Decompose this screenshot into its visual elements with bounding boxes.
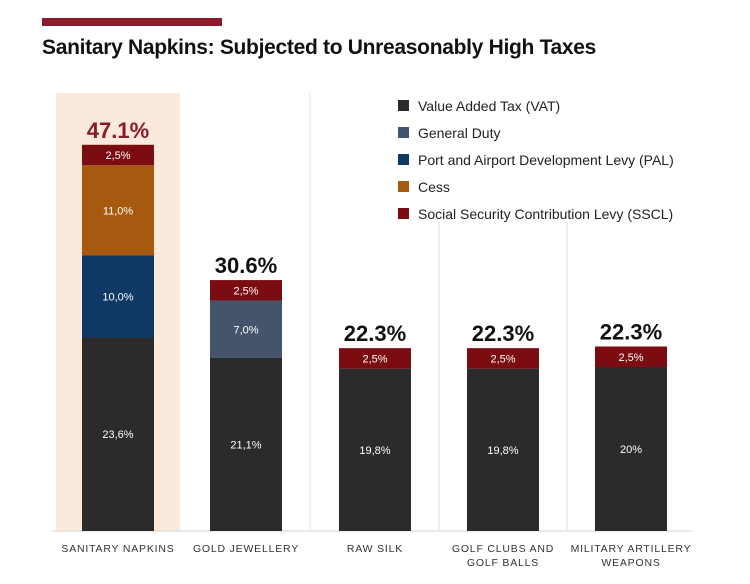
bar-segment-social-security-contribution-levy — [82, 144, 154, 166]
bar-segment-value-added-tax — [82, 337, 154, 531]
legend-swatch-vat — [398, 100, 409, 111]
bar-segment-social-security-contribution-levy — [467, 348, 539, 369]
bar-segment-value-added-tax — [467, 368, 539, 531]
bar-total-label: 22.3% — [600, 320, 662, 345]
segment-value-label: 23,6% — [102, 429, 133, 441]
bar-total-label: 22.3% — [472, 321, 534, 346]
category-label: SANITARY NAPKINS — [61, 543, 174, 555]
legend-item-cess: Cess — [398, 173, 674, 200]
bar-segment-port-and-airport-development-levy — [82, 255, 154, 338]
chart-legend: Value Added Tax (VAT) General Duty Port … — [398, 92, 674, 227]
legend-label-pal: Port and Airport Development Levy (PAL) — [418, 151, 674, 168]
legend-swatch-general-duty — [398, 127, 409, 138]
category-label: GOLD JEWELLERY — [193, 543, 299, 555]
legend-item-sscl: Social Security Contribution Levy (SSCL) — [398, 200, 674, 227]
segment-value-label: 2,5% — [362, 353, 387, 365]
bar-segment-cess — [82, 165, 154, 256]
bar-segment-social-security-contribution-levy — [210, 280, 282, 301]
bar-total-label: 47.1% — [87, 118, 149, 143]
chart-title: Sanitary Napkins: Subjected to Unreasona… — [42, 36, 597, 59]
bar-total-label: 30.6% — [215, 253, 277, 278]
legend-item-vat: Value Added Tax (VAT) — [398, 92, 674, 119]
segment-value-label: 19,8% — [359, 445, 390, 457]
segment-value-label: 2,5% — [105, 150, 130, 162]
legend-swatch-sscl — [398, 208, 409, 219]
bar-segment-value-added-tax — [595, 367, 667, 531]
segment-value-label: 2,5% — [618, 352, 643, 364]
bar-segment-general-duty — [210, 300, 282, 358]
bar-segment-social-security-contribution-levy — [595, 346, 667, 367]
legend-swatch-pal — [398, 154, 409, 165]
category-label: GOLF CLUBS AND — [452, 543, 554, 555]
bar-segment-value-added-tax — [210, 357, 282, 531]
segment-value-label: 21,1% — [230, 439, 261, 451]
legend-item-general-duty: General Duty — [398, 119, 674, 146]
segment-value-label: 19,8% — [487, 445, 518, 457]
title-accent-rule — [42, 18, 222, 26]
segment-value-label: 10,0% — [102, 291, 133, 303]
legend-label-cess: Cess — [418, 178, 450, 195]
legend-label-vat: Value Added Tax (VAT) — [418, 97, 561, 114]
legend-label-sscl: Social Security Contribution Levy (SSCL) — [418, 205, 674, 222]
category-label: RAW SILK — [347, 543, 403, 555]
category-label: GOLF BALLS — [467, 557, 539, 569]
segment-value-label: 2,5% — [233, 285, 258, 297]
category-label: MILITARY ARTILLERY — [571, 543, 692, 555]
bar-segment-social-security-contribution-levy — [339, 348, 411, 369]
segment-value-label: 2,5% — [490, 353, 515, 365]
bar-total-label: 22.3% — [344, 321, 406, 346]
segment-value-label: 7,0% — [233, 324, 258, 336]
category-label: WEAPONS — [601, 557, 660, 569]
segment-value-label: 11,0% — [103, 205, 134, 217]
segment-value-label: 20% — [620, 444, 642, 456]
bar-segment-value-added-tax — [339, 368, 411, 531]
legend-label-general-duty: General Duty — [418, 124, 501, 141]
legend-swatch-cess — [398, 181, 409, 192]
legend-item-pal: Port and Airport Development Levy (PAL) — [398, 146, 674, 173]
